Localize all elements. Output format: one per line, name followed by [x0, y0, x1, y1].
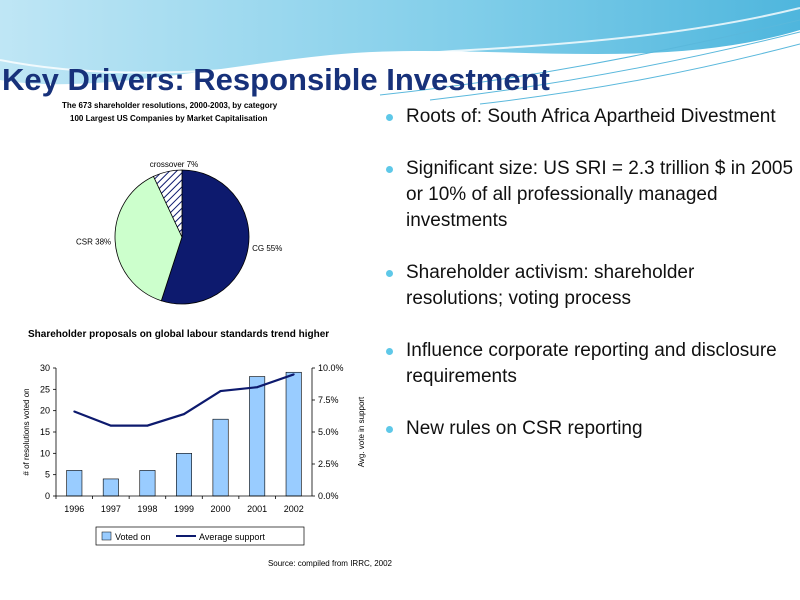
pie-slice-cg: [160, 169, 250, 305]
combo-chart: Shareholder proposals on global labour s…: [22, 329, 393, 568]
bullet-dot-icon: [386, 426, 393, 433]
bullet-text: Significant size: US SRI = 2.3 trillion …: [406, 158, 794, 231]
y-tick-label-right: 7.5%: [318, 395, 339, 405]
bullet-item: Influence corporate reporting and disclo…: [384, 338, 794, 390]
bar-voted-on-1998: [139, 470, 156, 497]
legend-swatch-voted-on: [101, 531, 112, 541]
x-tick-label: 2000: [211, 504, 231, 514]
bullet-item: New rules on CSR reporting: [384, 416, 794, 442]
x-tick-label: 1997: [101, 504, 121, 514]
point-average-support-2001: [256, 386, 259, 389]
slide-title: Key Drivers: Responsible Investment: [2, 62, 550, 97]
pie-label-cg: CG 55%: [252, 244, 282, 253]
pie-label-csr: CSR 38%: [76, 237, 111, 246]
bullet-text: Shareholder activism: shareholder resolu…: [406, 262, 695, 309]
y-tick-label-left: 25: [40, 384, 50, 394]
chart-source-note: Source: compiled from IRRC, 2002: [268, 559, 393, 568]
pie-chart-subtitle: 100 Largest US Companies by Market Capit…: [70, 114, 268, 123]
y-axis-right-label: Avg. vote in support: [357, 396, 366, 467]
y-tick-label-right: 10.0%: [318, 363, 344, 373]
x-tick-label: 1996: [64, 504, 84, 514]
bullet-text: Roots of: South Africa Apartheid Divestm…: [406, 106, 776, 127]
bar-voted-on-2000: [212, 418, 229, 497]
legend-label-average-support: Average support: [199, 532, 265, 542]
bullet-item: Roots of: South Africa Apartheid Divestm…: [384, 104, 794, 130]
header-wave-decoration: [0, 0, 800, 105]
pie-slice-crossover: [152, 169, 183, 238]
bullet-text: New rules on CSR reporting: [406, 418, 643, 439]
pie-chart: The 673 shareholder resolutions, 2000-20…: [62, 101, 282, 305]
x-tick-label: 2001: [247, 504, 267, 514]
point-average-support-1997: [109, 424, 112, 427]
bar-voted-on-2002: [285, 371, 302, 497]
point-average-support-1996: [73, 410, 76, 413]
point-average-support-2002: [292, 373, 295, 376]
y-axis-left-label: # of resolutions voted on: [22, 388, 31, 475]
x-tick-label: 1999: [174, 504, 194, 514]
bar-voted-on-1999: [176, 453, 192, 497]
y-tick-label-right: 0.0%: [318, 491, 339, 501]
combo-chart-title: Shareholder proposals on global labour s…: [28, 329, 329, 340]
y-tick-label-left: 0: [45, 491, 50, 501]
y-tick-label-left: 10: [40, 448, 50, 458]
chart-legend: Voted on Average support: [95, 526, 305, 546]
y-tick-label-left: 5: [45, 470, 50, 480]
bullet-dot-icon: [386, 348, 393, 355]
pie-label-crossover: crossover 7%: [150, 160, 198, 169]
y-tick-label-right: 5.0%: [318, 427, 339, 437]
pie-slice-csr: [114, 175, 183, 302]
bullet-dot-icon: [386, 114, 393, 121]
y-tick-label-left: 30: [40, 363, 50, 373]
y-tick-label-left: 20: [40, 406, 50, 416]
pie-chart-title: The 673 shareholder resolutions, 2000-20…: [62, 101, 278, 110]
combo-chart-panel: Shareholder proposals on global labour s…: [20, 322, 400, 574]
bullet-list: Roots of: South Africa Apartheid Divestm…: [384, 104, 794, 468]
point-average-support-2000: [219, 390, 222, 393]
x-tick-label: 1998: [137, 504, 157, 514]
y-tick-label-right: 2.5%: [318, 459, 339, 469]
bullet-dot-icon: [386, 270, 393, 277]
bullet-item: Significant size: US SRI = 2.3 trillion …: [384, 156, 794, 234]
point-average-support-1999: [183, 413, 185, 416]
bar-voted-on-2001: [249, 376, 266, 497]
y-tick-label-left: 15: [40, 427, 50, 437]
x-tick-label: 2002: [284, 504, 304, 514]
pie-chart-panel: The 673 shareholder resolutions, 2000-20…: [52, 97, 312, 315]
bar-voted-on-1996: [66, 470, 83, 497]
bullet-text: Influence corporate reporting and disclo…: [406, 340, 777, 387]
bullet-item: Shareholder activism: shareholder resolu…: [384, 260, 794, 312]
bullet-dot-icon: [386, 166, 393, 173]
point-average-support-1998: [146, 424, 149, 427]
bar-voted-on-1997: [102, 478, 119, 497]
legend-label-voted-on: Voted on: [115, 532, 151, 542]
